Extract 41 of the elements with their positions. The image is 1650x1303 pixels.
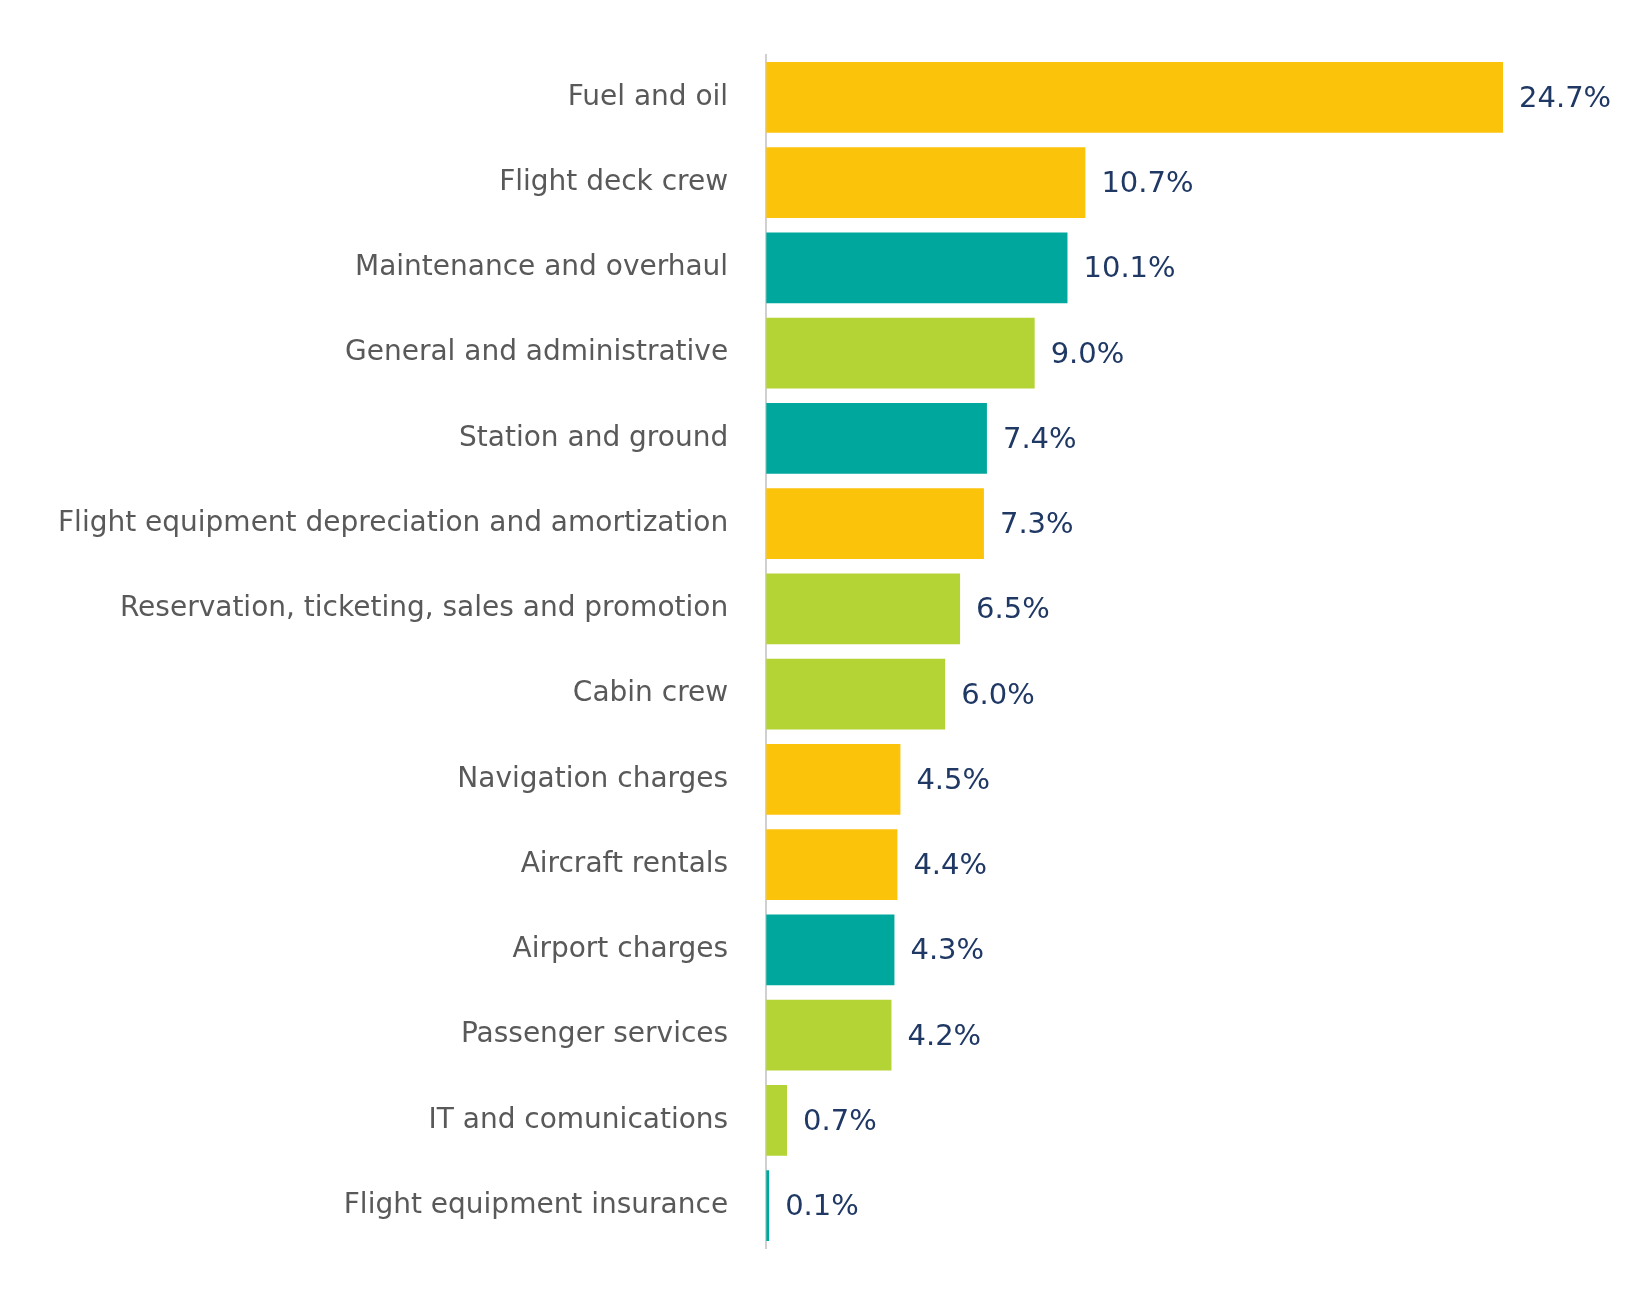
bar [766,829,898,900]
y-tick-label: Navigation charges [457,760,729,794]
bar [766,317,1035,389]
bar [766,914,895,986]
data-label: 9.0% [1050,335,1125,370]
data-label: 4.3% [910,932,985,967]
bar [766,488,984,560]
y-tick-label: Fuel and oil [567,78,729,112]
data-label: 10.1% [1083,250,1176,285]
data-label: 0.7% [803,1102,877,1137]
y-tick-label: Flight deck crew [499,163,729,197]
bar [766,403,987,474]
y-tick-label: General and administrative [345,334,729,368]
data-label: 24.7% [1519,79,1612,114]
bar [766,1084,788,1156]
data-label: 0.1% [785,1188,859,1223]
y-tick-label: Cabin crew [572,675,729,709]
bar [766,62,1504,133]
y-tick-label: Flight equipment insurance [343,1186,729,1220]
y-tick-label: IT and comunications [428,1101,729,1135]
data-label: 7.4% [1002,420,1077,455]
data-label: 7.3% [999,506,1074,541]
bar [766,658,946,730]
bar [766,743,901,815]
y-tick-label: Reservation, ticketing, sales and promotion [119,590,729,624]
data-label: 4.4% [913,847,988,882]
data-label: 4.2% [907,1017,982,1052]
y-tick-label: Aircraft rentals [520,845,729,879]
y-tick-label: Flight equipment depreciation and amortization [58,504,729,538]
bar [766,999,892,1071]
bar [766,573,961,645]
bar [766,232,1068,304]
bar [766,147,1086,219]
data-label: 6.5% [976,591,1050,626]
y-tick-label: Passenger services [460,1016,729,1050]
y-tick-label: Maintenance and overhaul [354,249,729,283]
data-label: 4.5% [916,761,991,796]
data-label: 10.7% [1101,165,1194,200]
y-tick-label: Airport charges [512,931,729,965]
y-tick-label: Station and ground [459,419,729,453]
data-label: 6.0% [961,676,1035,711]
